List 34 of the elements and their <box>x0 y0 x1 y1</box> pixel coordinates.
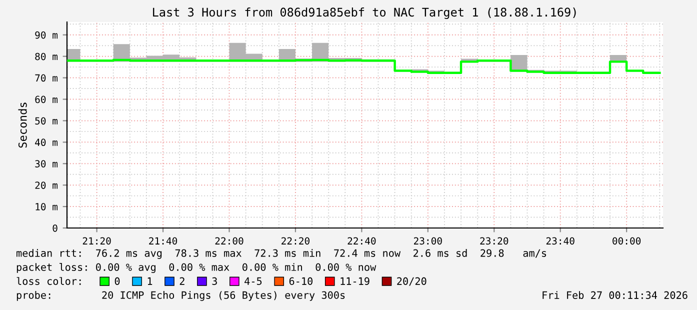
legend-label: 3 <box>212 277 217 285</box>
legend-label: 4-5 <box>244 277 262 285</box>
legend-label: 1 <box>148 277 152 285</box>
text: packet loss: 0.00 % avg 0.00 % max 0.00 % min 0.00 % now <box>16 263 376 273</box>
legend-label: 6-10 <box>289 277 312 285</box>
y-tick-label: 0 <box>52 224 58 232</box>
legend-label: 0 <box>114 277 120 285</box>
y-axis-title: Seconds <box>18 102 27 148</box>
x-tick-label: 22:00 <box>215 237 244 245</box>
legend-label: 2 <box>180 277 184 285</box>
y-tick-label: 10 m <box>36 203 58 210</box>
x-tick-label: 21:20 <box>82 237 111 245</box>
chart-title: Last 3 Hours from 086d91a85ebf to NAC Target 1 (18.88.1.169) <box>153 7 576 19</box>
y-tick-label: 30 m <box>35 160 58 168</box>
x-tick-label: 23:20 <box>480 237 508 245</box>
x-tick-label: 22:20 <box>282 237 310 245</box>
y-tick-label: 20 m <box>35 182 58 189</box>
text: probe: 20 ICMP Echo Pings (56 Bytes) every 300s <box>16 291 345 301</box>
x-tick-label: 00:00 <box>612 237 641 245</box>
y-tick-label: 70 m <box>35 74 58 82</box>
legend-label: 11-19 <box>340 277 370 285</box>
legend-title: loss color: <box>16 277 81 285</box>
y-tick-label: 60 m <box>35 96 58 104</box>
y-tick-label: 80 m <box>35 52 58 60</box>
x-tick-label: 23:00 <box>414 237 442 245</box>
x-tick-label: 21:40 <box>149 237 178 245</box>
text: Fri Feb 27 00:11:34 2026 <box>542 291 688 299</box>
y-tick-label: 50 m <box>35 117 58 125</box>
text: median rtt: 76.2 ms avg 78.3 ms max 72.3 ms min 72.4 ms now 2.6 ms sd 29.8 am/s <box>16 249 546 259</box>
x-tick-label: 22:40 <box>348 237 376 245</box>
legend-label: 20/20 <box>397 277 426 286</box>
y-tick-label: 90 m <box>35 31 58 39</box>
y-tick-label: 40 m <box>35 138 58 146</box>
x-tick-label: 23:40 <box>546 237 574 245</box>
